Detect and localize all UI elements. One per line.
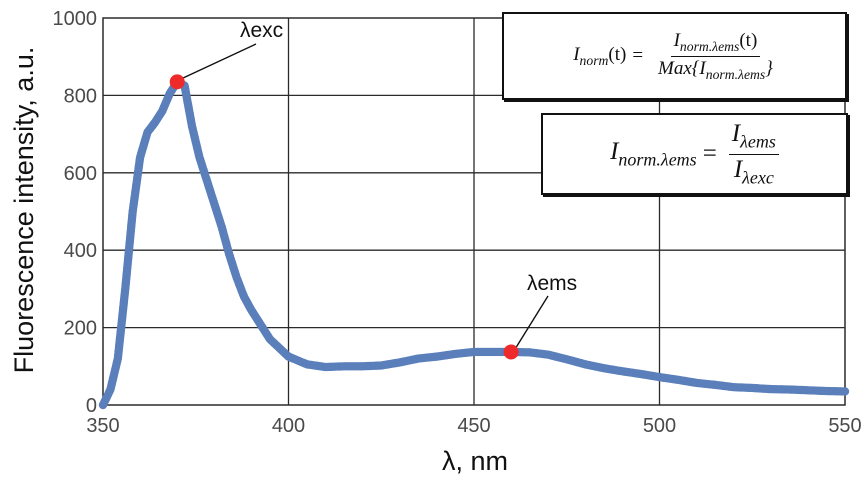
tick-labels: 350 400 450 500 550 0 200 400 600 800 1000 xyxy=(53,8,862,437)
y-tick-label: 400 xyxy=(64,240,97,262)
annotation-leader-line xyxy=(514,295,549,350)
x-tick-label: 450 xyxy=(457,415,490,437)
fraction: Inorm.λems(t) Max{Inorm.λems} xyxy=(655,30,776,83)
data-series xyxy=(98,77,850,410)
equals-sign: = xyxy=(632,45,644,66)
x-tick-label: 400 xyxy=(272,415,305,437)
fraction-denominator: Max{Inorm.λems} xyxy=(658,57,773,82)
annotations: λexc λems xyxy=(169,19,577,360)
ratio-formula-box: Inorm.λems = Iλems Iλexc xyxy=(541,113,848,195)
y-axis-label: Fluorescence intensity, a.u. xyxy=(9,47,39,374)
y-tick-label: 800 xyxy=(64,85,97,107)
highlight-point xyxy=(169,74,185,90)
x-tick-label: 350 xyxy=(86,415,119,437)
annotation-label: λexc xyxy=(240,19,283,42)
plot-frame xyxy=(102,17,846,406)
normalization-formula-box: Inorm(t) = Inorm.λems(t) Max{Inorm.λems} xyxy=(502,12,847,100)
fraction-numerator: Iλems xyxy=(728,120,779,155)
data-point xyxy=(840,387,850,396)
x-tick-label: 500 xyxy=(643,415,676,437)
x-axis-label: λ, nm xyxy=(442,446,508,476)
fraction-numerator: Inorm.λems(t) xyxy=(670,30,761,57)
annotation-label: λems xyxy=(527,272,577,295)
highlight-point xyxy=(503,344,519,360)
y-tick-label: 0 xyxy=(86,395,97,417)
fraction-denominator: Iλexc xyxy=(733,155,774,187)
y-tick-label: 1000 xyxy=(53,8,98,30)
equals-sign: = xyxy=(702,140,717,167)
formula-lhs: Inorm.λems xyxy=(610,137,697,170)
y-tick-label: 200 xyxy=(64,318,97,340)
annotation-leader-line xyxy=(180,43,257,80)
x-tick-label: 550 xyxy=(828,415,861,437)
fraction: Iλems Iλexc xyxy=(728,120,779,188)
y-tick-label: 600 xyxy=(64,163,97,185)
plot-border xyxy=(102,17,846,406)
formula-lhs: Inorm(t) xyxy=(573,43,627,68)
